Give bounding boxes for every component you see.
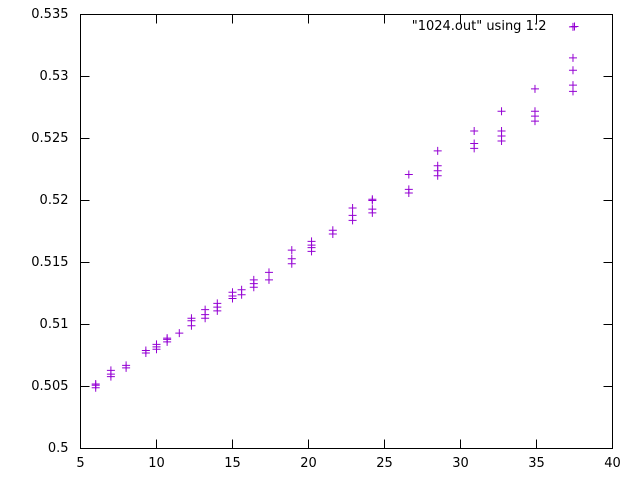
point	[404, 185, 413, 194]
point	[213, 299, 222, 308]
y-tick-label: 0.5	[48, 441, 69, 456]
x-tick-label: 30	[452, 456, 469, 471]
point	[568, 81, 577, 90]
point	[497, 127, 506, 136]
x-tick-label: 10	[148, 456, 165, 471]
point	[497, 107, 506, 116]
point	[264, 268, 273, 277]
x-tick-label: 15	[224, 456, 241, 471]
point	[287, 246, 296, 255]
x-tick-label: 35	[528, 456, 545, 471]
point	[91, 380, 100, 389]
point	[433, 161, 442, 170]
point	[175, 329, 184, 338]
point	[530, 107, 539, 116]
point	[287, 254, 296, 263]
point	[187, 314, 196, 323]
point	[530, 84, 539, 93]
point	[368, 195, 377, 204]
point	[348, 203, 357, 212]
point	[433, 146, 442, 155]
point	[568, 66, 577, 75]
point	[328, 226, 337, 235]
point	[404, 170, 413, 179]
point	[237, 285, 246, 294]
y-tick-label: 0.53	[40, 69, 69, 84]
point	[368, 205, 377, 214]
y-tick-label: 0.535	[31, 7, 68, 22]
point	[249, 275, 258, 284]
y-tick-label: 0.525	[31, 131, 68, 146]
point	[201, 305, 210, 314]
point	[470, 139, 479, 148]
x-tick-label: 20	[300, 456, 317, 471]
x-tick-label: 25	[376, 456, 393, 471]
y-tick-label: 0.52	[40, 193, 69, 208]
legend-label: "1024.out" using 1:2	[412, 19, 547, 34]
plot-border	[80, 14, 613, 449]
point	[106, 366, 115, 375]
x-tick-label: 5	[76, 456, 84, 471]
point	[152, 340, 161, 349]
y-tick-label: 0.51	[40, 317, 69, 332]
y-tick-label: 0.505	[31, 379, 68, 394]
point	[568, 53, 577, 62]
point	[163, 334, 172, 343]
point	[470, 127, 479, 136]
point	[122, 361, 131, 370]
y-tick-label: 0.515	[31, 255, 68, 270]
point	[264, 275, 273, 284]
point	[228, 288, 237, 297]
point	[307, 237, 316, 246]
legend-marker	[570, 22, 579, 31]
x-tick-label: 40	[604, 456, 621, 471]
point	[348, 211, 357, 220]
point	[141, 346, 150, 355]
